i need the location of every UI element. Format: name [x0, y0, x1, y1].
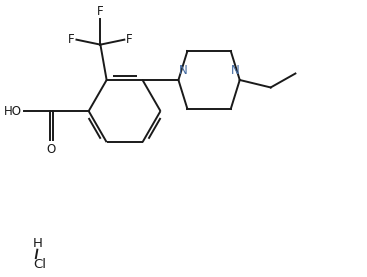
Text: F: F — [97, 5, 104, 18]
Text: O: O — [46, 143, 55, 157]
Text: F: F — [68, 33, 75, 46]
Text: Cl: Cl — [33, 258, 46, 271]
Text: N: N — [230, 65, 239, 78]
Text: N: N — [179, 65, 188, 78]
Text: H: H — [32, 237, 42, 250]
Text: F: F — [126, 33, 133, 46]
Text: HO: HO — [4, 105, 22, 117]
